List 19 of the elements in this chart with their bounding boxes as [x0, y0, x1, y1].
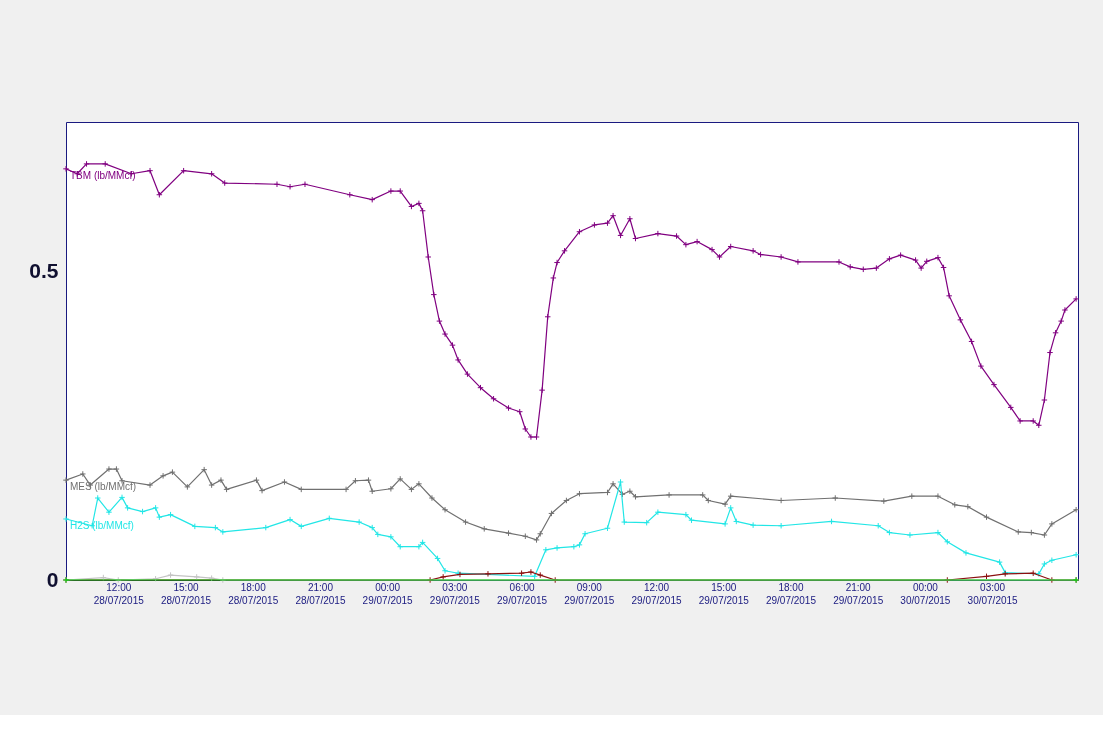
series-label: MES (lb/MMcf) [70, 481, 137, 493]
x-tick-label: 03:00 29/07/2015 [429, 581, 481, 606]
x-tick-label: 21:00 29/07/2015 [833, 581, 884, 606]
x-tick-label: 09:00 29/07/2015 [564, 581, 615, 606]
y-tick-label: 0.5 [29, 259, 59, 283]
x-tick-label: 15:00 29/07/2015 [698, 581, 750, 606]
x-tick-label: 21:00 28/07/2015 [295, 581, 346, 606]
x-tick-label: 15:00 28/07/2015 [160, 581, 212, 606]
x-tick-label: 00:00 29/07/2015 [362, 581, 414, 606]
x-tick-label: 18:00 28/07/2015 [228, 581, 279, 606]
series-label: H2S (lb/MMcf) [70, 519, 134, 531]
y-tick-label: 0 [46, 567, 59, 591]
x-tick-label: 03:00 30/07/2015 [967, 581, 1019, 606]
x-tick-label: 18:00 29/07/2015 [765, 581, 817, 606]
x-tick-label: 12:00 29/07/2015 [631, 581, 682, 606]
x-tick-label: 12:00 28/07/2015 [93, 581, 145, 606]
x-tick-label: 00:00 30/07/2015 [900, 581, 951, 606]
series-label: TBM (lb/MMcf) [70, 169, 136, 181]
x-tick-label: 06:00 29/07/2015 [497, 581, 548, 606]
